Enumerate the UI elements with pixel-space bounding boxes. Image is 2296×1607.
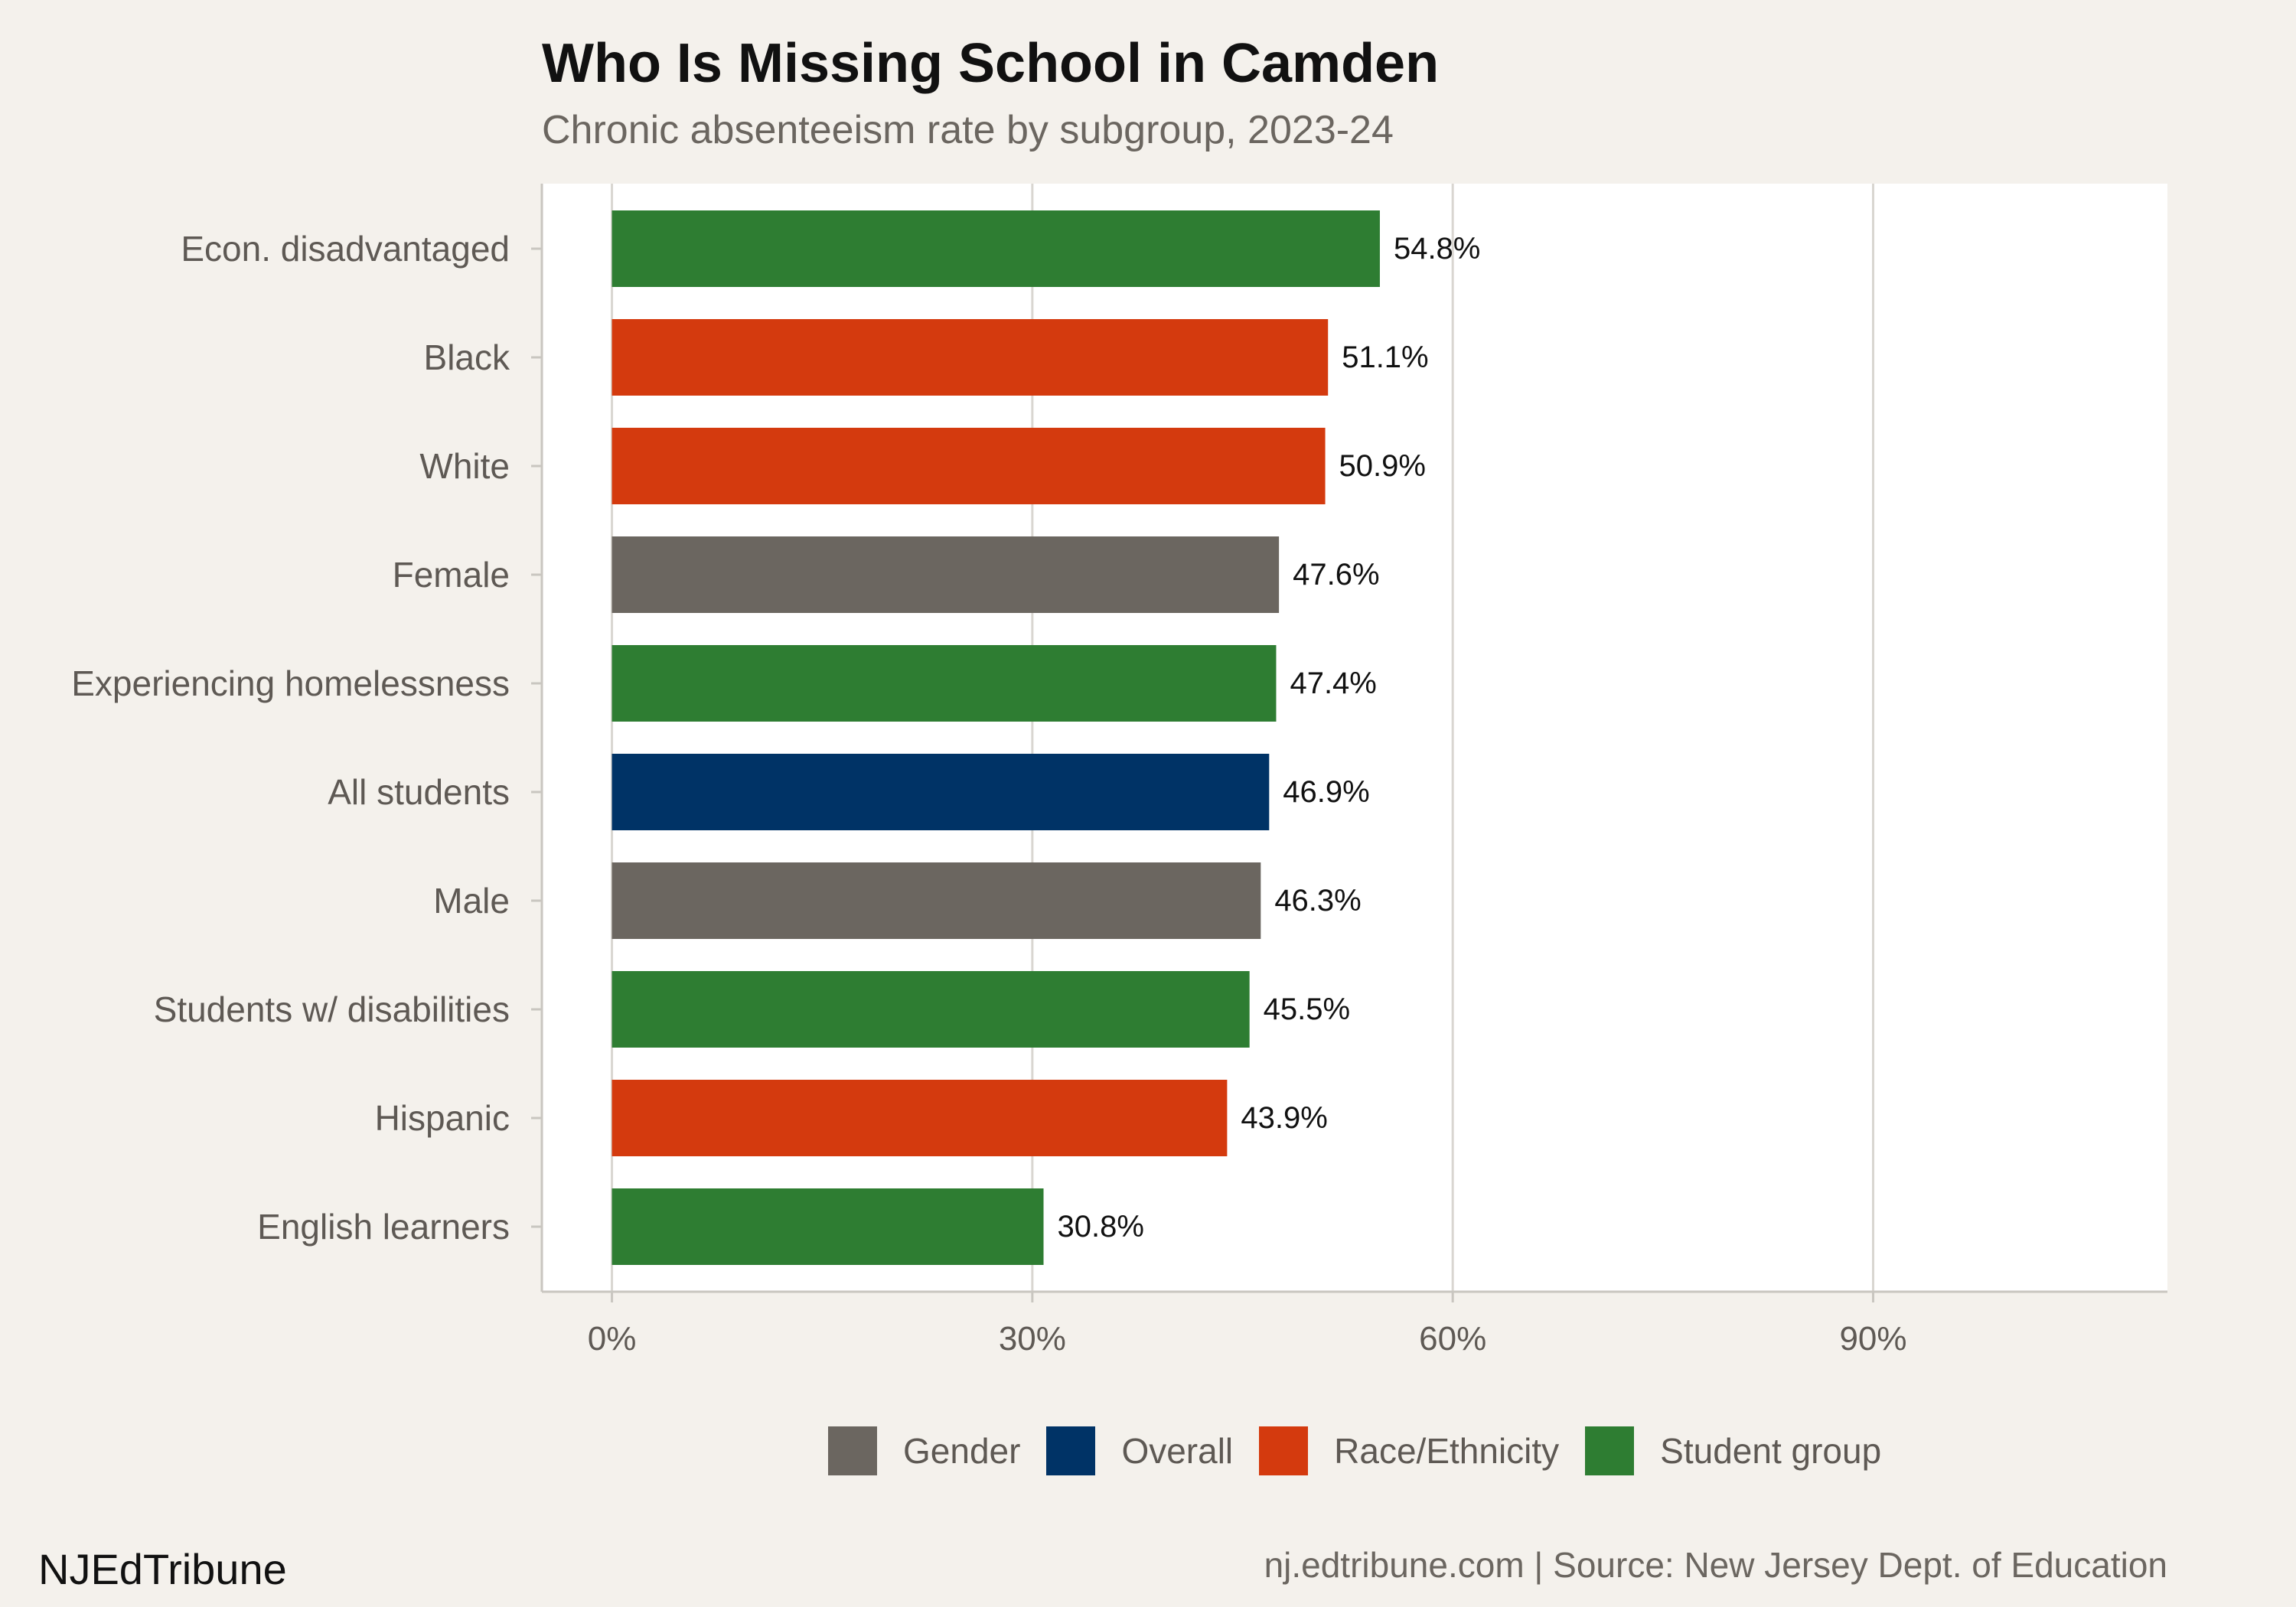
bar [612, 536, 1280, 613]
value-label: 45.5% [1264, 993, 1350, 1026]
category-label: Students w/ disabilities [154, 989, 510, 1029]
category-label: Hispanic [375, 1098, 510, 1138]
x-tick-label: 90% [1839, 1320, 1906, 1358]
category-label: White [419, 446, 510, 486]
legend-item: Gender [828, 1426, 1020, 1475]
chart-subtitle: Chronic absenteeism rate by subgroup, 20… [542, 108, 1394, 152]
x-tick-label: 60% [1419, 1320, 1486, 1358]
chart-title: Who Is Missing School in Camden [542, 33, 1440, 94]
legend-item: Overall [1046, 1426, 1233, 1475]
value-label: 46.9% [1283, 775, 1369, 809]
bar [612, 754, 1270, 830]
value-label: 54.8% [1394, 232, 1480, 266]
bar [612, 1188, 1044, 1265]
bar [612, 319, 1329, 396]
x-tick-label: 30% [999, 1320, 1066, 1358]
category-labels: Econ. disadvantaged Black White Female Exper… [71, 229, 510, 1247]
source-note: nj.edtribune.com | Source: New Jersey De… [1264, 1545, 2167, 1585]
value-label: 50.9% [1339, 449, 1426, 483]
category-label: Female [393, 555, 510, 595]
legend-label: Race/Ethnicity [1334, 1431, 1560, 1471]
legend-swatch [1259, 1426, 1309, 1475]
bar [612, 1080, 1228, 1156]
category-label: Black [424, 337, 510, 377]
legend: Gender Overall Race/Ethnicity Student group [828, 1426, 1907, 1475]
bar [612, 862, 1261, 939]
legend-label: Student group [1660, 1431, 1882, 1471]
x-tick-labels: 0% 30% 60% 90% [588, 1320, 1907, 1358]
brand-name: NJEdTribune [38, 1545, 287, 1593]
category-label: Male [433, 881, 510, 921]
legend-swatch [1585, 1426, 1635, 1475]
category-label: Experiencing homelessness [71, 663, 510, 703]
legend-swatch [828, 1426, 877, 1475]
category-label: All students [328, 772, 510, 812]
legend-item: Student group [1585, 1426, 1881, 1475]
value-label: 46.3% [1274, 884, 1361, 918]
value-label: 47.6% [1293, 558, 1379, 592]
legend-label: Overall [1121, 1431, 1234, 1471]
value-label: 43.9% [1241, 1101, 1327, 1135]
x-tick-label: 0% [588, 1320, 637, 1358]
bar [612, 428, 1326, 504]
axes [531, 184, 2167, 1302]
legend-swatch [1046, 1426, 1096, 1475]
category-label: Econ. disadvantaged [181, 229, 510, 269]
value-label: 51.1% [1342, 341, 1428, 374]
value-labels: 54.8% 51.1% 50.9% 47.6% 47.4% 46.9% 46.3% 45.5%… [1058, 232, 1481, 1244]
bar [612, 645, 1277, 722]
legend-item: Race/Ethnicity [1259, 1426, 1559, 1475]
category-label: English learners [257, 1207, 510, 1247]
legend-label: Gender [903, 1431, 1021, 1471]
value-label: 30.8% [1058, 1210, 1144, 1244]
bar-chart: 54.8% 51.1% 50.9% 47.6% 47.4% 46.9% 46.3% 45.5%… [71, 184, 2167, 1358]
bar [612, 210, 1380, 287]
bar [612, 971, 1250, 1048]
bars-group [612, 210, 1380, 1265]
value-label: 47.4% [1290, 667, 1376, 700]
